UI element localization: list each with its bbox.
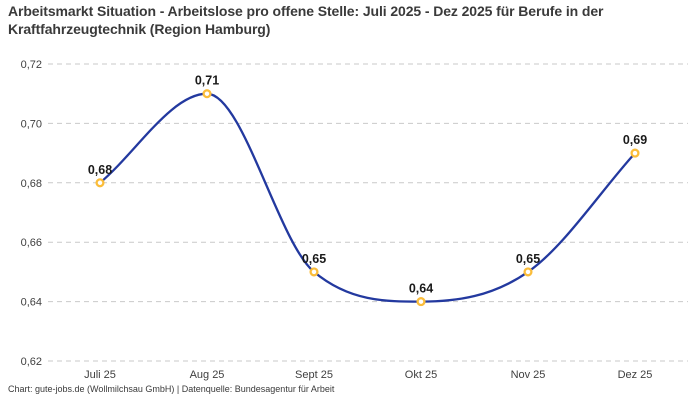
x-tick-label: Nov 25: [511, 369, 546, 381]
chart-footer: Chart: gute-jobs.de (Wollmilchsau GmbH) …: [8, 384, 335, 394]
data-point-marker[interactable]: [309, 267, 319, 277]
data-point-label: 0,65: [516, 252, 540, 266]
y-tick-label: 0,72: [21, 59, 42, 71]
data-point-label: 0,64: [409, 282, 433, 296]
y-tick-label: 0,62: [21, 356, 42, 368]
data-point-label: 0,69: [623, 133, 647, 147]
x-tick-label: Juli 25: [84, 369, 116, 381]
x-tick-label: Dez 25: [618, 369, 653, 381]
y-tick-label: 0,64: [21, 297, 42, 309]
data-point-label: 0,71: [195, 74, 219, 88]
data-point-marker[interactable]: [202, 89, 212, 99]
data-point-marker[interactable]: [523, 267, 533, 277]
y-tick-label: 0,70: [21, 118, 42, 130]
x-tick-label: Aug 25: [190, 369, 225, 381]
data-point-label: 0,65: [302, 252, 326, 266]
series-line: [98, 92, 637, 303]
data-point-marker[interactable]: [95, 178, 105, 188]
data-point-marker[interactable]: [630, 148, 640, 158]
y-tick-label: 0,66: [21, 237, 42, 249]
chart-title: Arbeitsmarkt Situation - Arbeitslose pro…: [8, 3, 604, 37]
y-tick-label: 0,68: [21, 178, 42, 190]
data-point-marker[interactable]: [416, 297, 426, 307]
data-point-label: 0,68: [88, 163, 112, 177]
x-tick-label: Okt 25: [405, 369, 437, 381]
x-tick-label: Sept 25: [295, 369, 333, 381]
